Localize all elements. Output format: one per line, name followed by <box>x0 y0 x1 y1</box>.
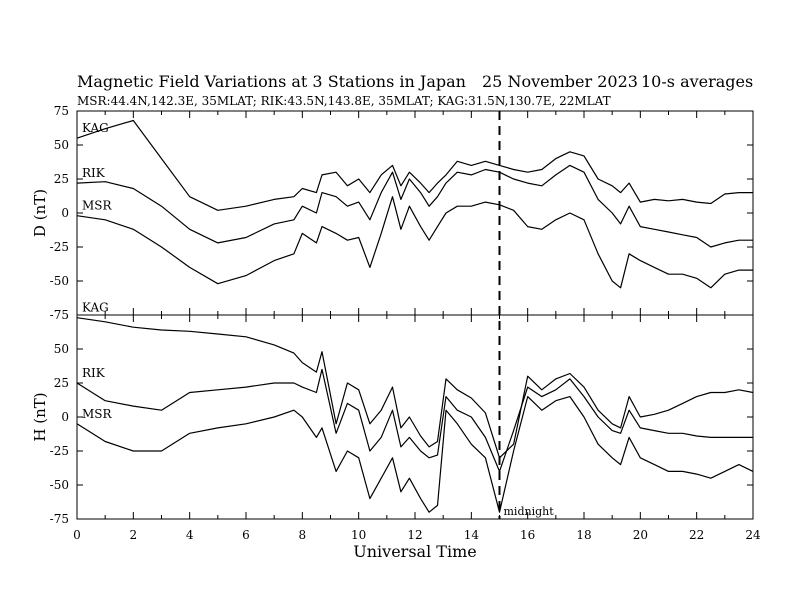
bottom-xtick-label: 16 <box>520 528 535 542</box>
bottom-ytick-label: -75 <box>50 512 69 526</box>
bottom-xtick-label: 12 <box>407 528 422 542</box>
station-coordinates: MSR:44.4N,142.3E, 35MLAT; RIK:43.5N,143.… <box>77 94 611 108</box>
bottom-xtick-label: 14 <box>464 528 480 542</box>
midnight-annotation: midnight <box>504 505 555 518</box>
bottom-xtick-label: 20 <box>633 528 648 542</box>
bottom-xtick-label: 2 <box>130 528 138 542</box>
top-ytick-label: 0 <box>61 206 69 220</box>
top-ylabel: D (nT) <box>31 189 49 237</box>
bottom-series-rik <box>76 368 753 472</box>
bottom-ytick-label: 50 <box>54 342 69 356</box>
bottom-label-kag: KAG <box>82 301 109 315</box>
top-ytick-label: -50 <box>50 274 69 288</box>
bottom-ytick-label: -50 <box>50 478 69 492</box>
top-label-rik: RIK <box>82 166 106 180</box>
bottom-xtick-label: 0 <box>73 528 81 542</box>
chart-averaging: 10-s averages <box>641 72 754 91</box>
top-ytick-label: -25 <box>50 240 69 254</box>
bottom-series-msr <box>76 396 754 513</box>
bottom-xtick-label: 8 <box>299 528 307 542</box>
top-series-msr <box>76 196 753 289</box>
top-series-rik <box>76 164 753 248</box>
bottom-ylabel: H (nT) <box>31 392 49 441</box>
bottom-ytick-label: -25 <box>50 444 69 458</box>
chart-title: Magnetic Field Variations at 3 Stations … <box>77 72 466 91</box>
top-series-kag <box>76 119 753 211</box>
chart-date: 25 November 2023 <box>482 72 638 91</box>
bottom-series-kag <box>76 317 754 459</box>
bottom-xtick-label: 6 <box>242 528 250 542</box>
bottom-xlabel: Universal Time <box>353 542 476 561</box>
top-label-kag: KAG <box>82 121 109 135</box>
bottom-ytick-label: 0 <box>61 410 69 424</box>
top-ytick-label: 25 <box>54 172 69 186</box>
bottom-xtick-label: 10 <box>351 528 366 542</box>
bottom-xtick-label: 4 <box>186 528 194 542</box>
bottom-xtick-label: 24 <box>745 528 761 542</box>
bottom-label-rik: RIK <box>82 366 106 380</box>
top-ytick-label: 50 <box>54 138 69 152</box>
top-ytick-label: 75 <box>54 104 69 118</box>
bottom-xtick-label: 18 <box>576 528 591 542</box>
bottom-label-msr: MSR <box>82 407 113 421</box>
bottom-ytick-label: 25 <box>54 376 69 390</box>
top-label-msr: MSR <box>82 199 113 213</box>
top-panel-frame <box>76 110 754 316</box>
bottom-xtick-label: 22 <box>689 528 704 542</box>
top-ytick-label: -75 <box>50 308 69 322</box>
